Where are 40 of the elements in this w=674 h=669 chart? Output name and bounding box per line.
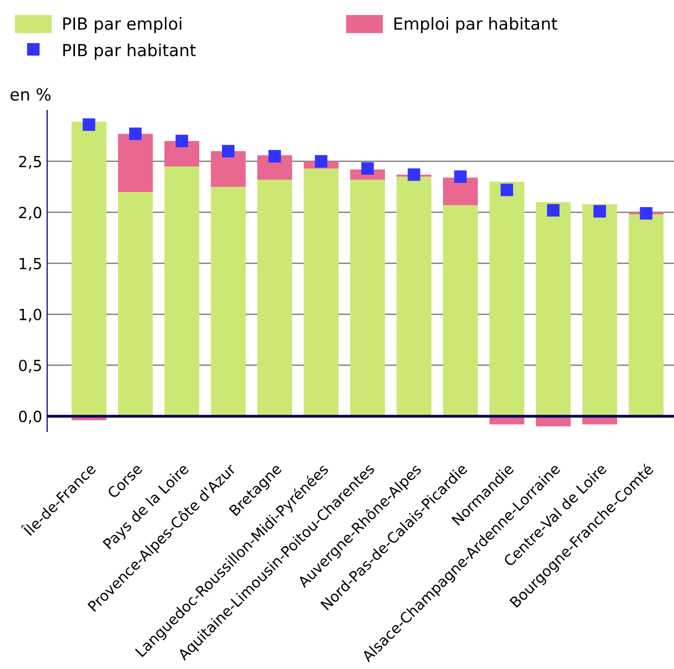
bar bbox=[118, 134, 153, 192]
bar bbox=[536, 202, 571, 416]
bar bbox=[396, 176, 432, 416]
bar bbox=[304, 168, 339, 416]
legend-label: Emploi par habitant bbox=[394, 17, 558, 34]
point bbox=[408, 168, 420, 181]
bar bbox=[210, 151, 246, 187]
bar bbox=[164, 166, 200, 416]
y-tick-label: 2,5 bbox=[19, 156, 41, 169]
y-tick-label: 0,5 bbox=[19, 360, 41, 373]
bar bbox=[443, 178, 478, 206]
bar bbox=[443, 205, 478, 416]
point bbox=[222, 144, 235, 158]
bar bbox=[164, 140, 200, 166]
point bbox=[129, 128, 142, 140]
bar bbox=[210, 186, 246, 416]
y-tick-label: 2,0 bbox=[19, 206, 42, 220]
point bbox=[314, 155, 328, 168]
bar bbox=[489, 182, 524, 416]
bar bbox=[350, 180, 385, 416]
bar bbox=[628, 214, 664, 416]
point bbox=[640, 207, 652, 220]
y-tick-label: 1,0 bbox=[20, 308, 42, 322]
bar bbox=[118, 192, 153, 416]
point bbox=[593, 205, 606, 218]
bar bbox=[257, 180, 292, 416]
legend-label: PIB par habitant bbox=[63, 44, 196, 60]
y-tick-label: 0,0 bbox=[19, 410, 42, 424]
bar bbox=[582, 204, 618, 416]
point bbox=[500, 184, 514, 196]
y-tick-label: 1,5 bbox=[20, 258, 41, 271]
point bbox=[361, 162, 374, 175]
point bbox=[454, 170, 467, 183]
point bbox=[176, 134, 188, 148]
point bbox=[547, 204, 560, 217]
y-axis-title: en % bbox=[10, 88, 51, 101]
legend-label: PIB par emploi bbox=[63, 17, 182, 34]
point bbox=[82, 118, 96, 131]
bar bbox=[72, 122, 106, 416]
point bbox=[268, 150, 281, 163]
